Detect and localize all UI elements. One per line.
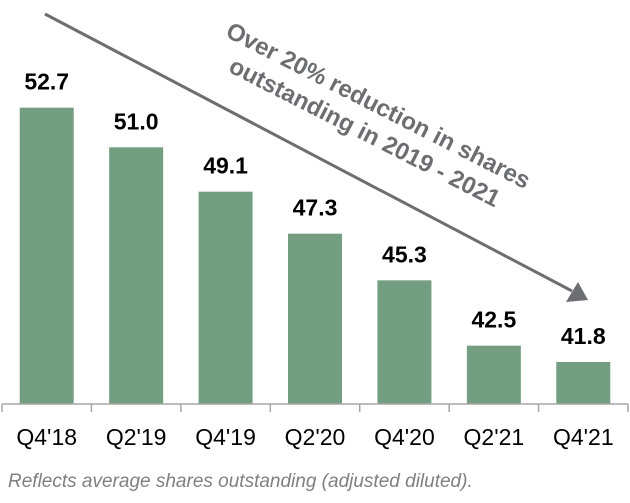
annotation-line-1: Over 20% reduction in shares bbox=[222, 17, 535, 194]
x-axis: Q4'18 Q2'19 Q4'19 Q2'20 Q4'20 Q2'21 Q4'21 bbox=[1, 403, 629, 450]
x-tick-label: Q4'20 bbox=[374, 424, 435, 450]
trend-arrow-head bbox=[566, 282, 588, 302]
data-label: 47.3 bbox=[293, 195, 338, 221]
bar bbox=[19, 107, 74, 405]
data-label: 45.3 bbox=[382, 241, 427, 267]
x-tick-label: Q2'19 bbox=[106, 424, 167, 450]
footnote: Reflects average shares outstanding (adj… bbox=[8, 471, 473, 492]
bar bbox=[377, 280, 432, 404]
value-labels: 52.7 51.0 49.1 47.3 45.3 42.5 41.8 bbox=[24, 69, 606, 349]
x-tick-label: Q4'19 bbox=[195, 424, 256, 450]
bar bbox=[198, 191, 253, 404]
data-label: 52.7 bbox=[24, 69, 69, 95]
trend-arrow-line bbox=[44, 12, 573, 293]
data-label: 49.1 bbox=[203, 153, 248, 179]
bars bbox=[19, 107, 611, 405]
bar bbox=[109, 147, 164, 405]
x-tick-label: Q2'20 bbox=[285, 424, 346, 450]
x-tick-label: Q4'21 bbox=[553, 424, 614, 450]
bar bbox=[466, 345, 521, 404]
x-tick-label: Q2'21 bbox=[464, 424, 525, 450]
data-label: 41.8 bbox=[561, 323, 606, 349]
data-label: 42.5 bbox=[471, 307, 516, 333]
bar bbox=[288, 233, 342, 404]
x-tick-label: Q4'18 bbox=[16, 424, 77, 450]
data-label: 51.0 bbox=[114, 108, 159, 134]
bar bbox=[556, 362, 611, 404]
